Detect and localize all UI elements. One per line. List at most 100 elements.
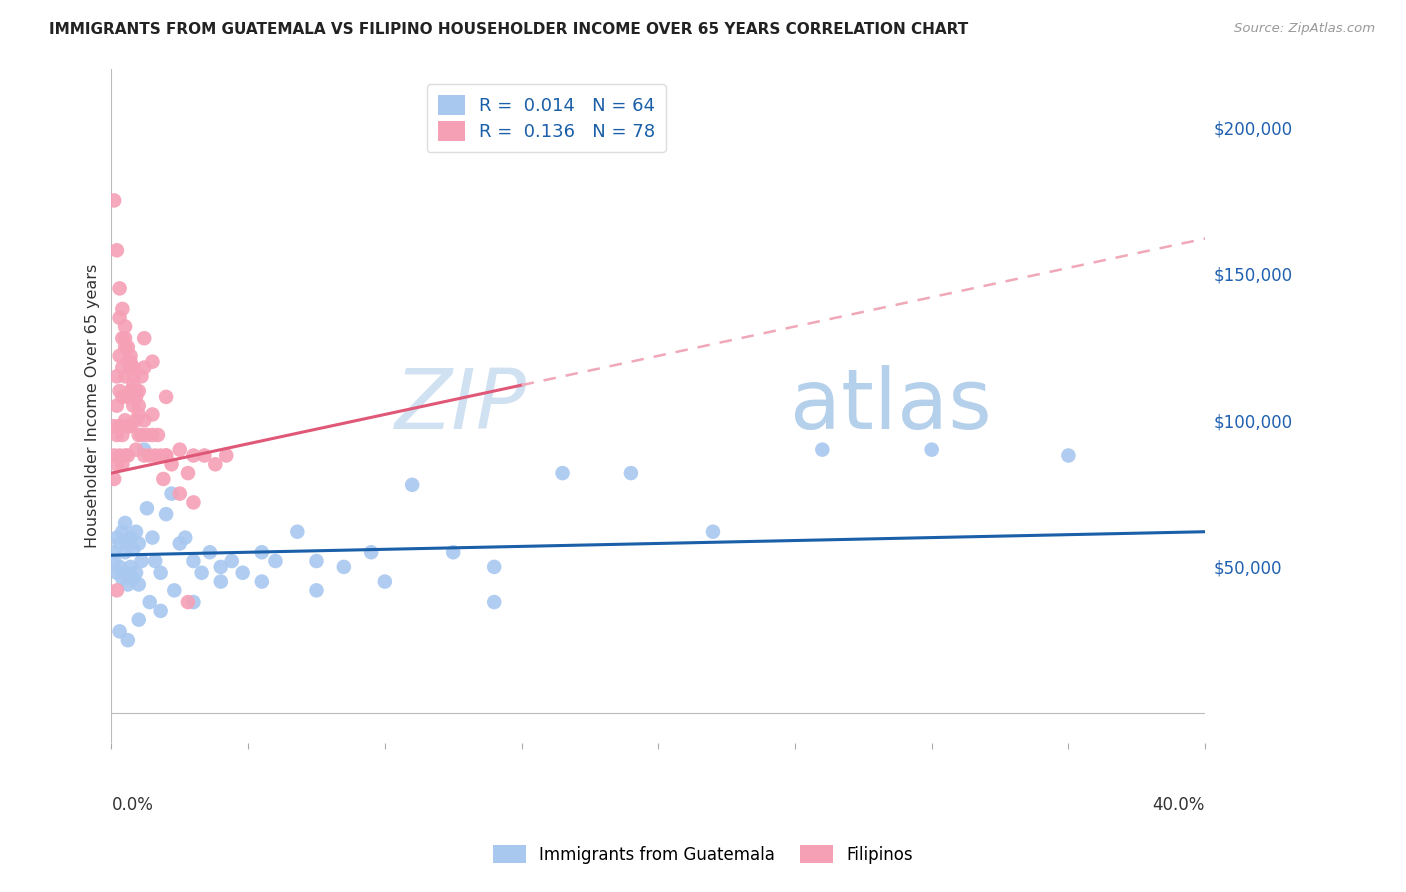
Point xyxy=(134,413,156,427)
Point xyxy=(114,319,136,334)
Point xyxy=(169,536,191,550)
Point xyxy=(120,360,142,375)
Point xyxy=(169,442,191,457)
Point xyxy=(122,369,145,384)
Point xyxy=(183,595,205,609)
Point xyxy=(111,360,134,375)
Point xyxy=(149,604,172,618)
Point xyxy=(111,524,134,539)
Point xyxy=(177,466,200,480)
Point xyxy=(114,545,136,559)
Point xyxy=(138,449,160,463)
Point xyxy=(120,349,142,363)
Point xyxy=(374,574,396,589)
Point xyxy=(285,524,308,539)
Point xyxy=(209,560,232,574)
Point xyxy=(117,354,139,368)
Point xyxy=(114,340,136,354)
Point xyxy=(155,449,177,463)
Point xyxy=(108,281,131,295)
Point xyxy=(484,560,506,574)
Point xyxy=(131,369,153,384)
Point xyxy=(105,531,128,545)
Point xyxy=(141,428,163,442)
Legend: Immigrants from Guatemala, Filipinos: Immigrants from Guatemala, Filipinos xyxy=(486,838,920,871)
Point xyxy=(108,624,131,639)
Point xyxy=(117,633,139,648)
Point xyxy=(125,524,148,539)
Point xyxy=(128,408,150,422)
Point xyxy=(117,390,139,404)
Point xyxy=(401,478,423,492)
Point xyxy=(111,428,134,442)
Point xyxy=(114,369,136,384)
Point xyxy=(120,384,142,398)
Point xyxy=(117,577,139,591)
Point xyxy=(134,360,156,375)
Point xyxy=(138,595,160,609)
Point xyxy=(103,194,125,208)
Text: atlas: atlas xyxy=(790,365,991,446)
Point xyxy=(114,566,136,580)
Point xyxy=(103,419,125,434)
Point xyxy=(125,384,148,398)
Point xyxy=(105,583,128,598)
Point xyxy=(111,301,134,316)
Point xyxy=(264,554,287,568)
Point xyxy=(103,449,125,463)
Point xyxy=(183,554,205,568)
Point xyxy=(108,536,131,550)
Point xyxy=(128,384,150,398)
Point xyxy=(122,399,145,413)
Point xyxy=(108,560,131,574)
Point xyxy=(136,501,159,516)
Point xyxy=(117,536,139,550)
Point xyxy=(360,545,382,559)
Point xyxy=(209,574,232,589)
Point xyxy=(177,595,200,609)
Point xyxy=(128,536,150,550)
Point xyxy=(250,574,273,589)
Point xyxy=(190,566,212,580)
Point xyxy=(111,572,134,586)
Point xyxy=(146,428,169,442)
Point xyxy=(108,310,131,325)
Point xyxy=(160,486,183,500)
Point xyxy=(160,458,183,472)
Point xyxy=(134,331,156,345)
Point xyxy=(108,384,131,398)
Point xyxy=(108,419,131,434)
Point xyxy=(134,449,156,463)
Legend: R =  0.014   N = 64, R =  0.136   N = 78: R = 0.014 N = 64, R = 0.136 N = 78 xyxy=(426,84,666,152)
Point xyxy=(108,449,131,463)
Point xyxy=(620,466,643,480)
Point xyxy=(128,428,150,442)
Point xyxy=(111,331,134,345)
Point xyxy=(193,449,215,463)
Point xyxy=(108,349,131,363)
Point xyxy=(143,449,166,463)
Point xyxy=(103,545,125,559)
Point xyxy=(125,566,148,580)
Point xyxy=(128,613,150,627)
Point xyxy=(141,531,163,545)
Y-axis label: Householder Income Over 65 years: Householder Income Over 65 years xyxy=(86,263,100,548)
Text: ZIP: ZIP xyxy=(395,365,527,446)
Point xyxy=(441,545,464,559)
Point xyxy=(114,413,136,427)
Text: IMMIGRANTS FROM GUATEMALA VS FILIPINO HOUSEHOLDER INCOME OVER 65 YEARS CORRELATI: IMMIGRANTS FROM GUATEMALA VS FILIPINO HO… xyxy=(49,22,969,37)
Point xyxy=(114,449,136,463)
Point xyxy=(117,449,139,463)
Point xyxy=(141,354,163,368)
Point xyxy=(114,516,136,530)
Point xyxy=(141,408,163,422)
Point xyxy=(811,442,834,457)
Point xyxy=(215,449,238,463)
Point xyxy=(702,524,724,539)
Text: Source: ZipAtlas.com: Source: ZipAtlas.com xyxy=(1234,22,1375,36)
Point xyxy=(221,554,243,568)
Point xyxy=(105,428,128,442)
Point xyxy=(305,554,328,568)
Point xyxy=(551,466,574,480)
Point xyxy=(120,531,142,545)
